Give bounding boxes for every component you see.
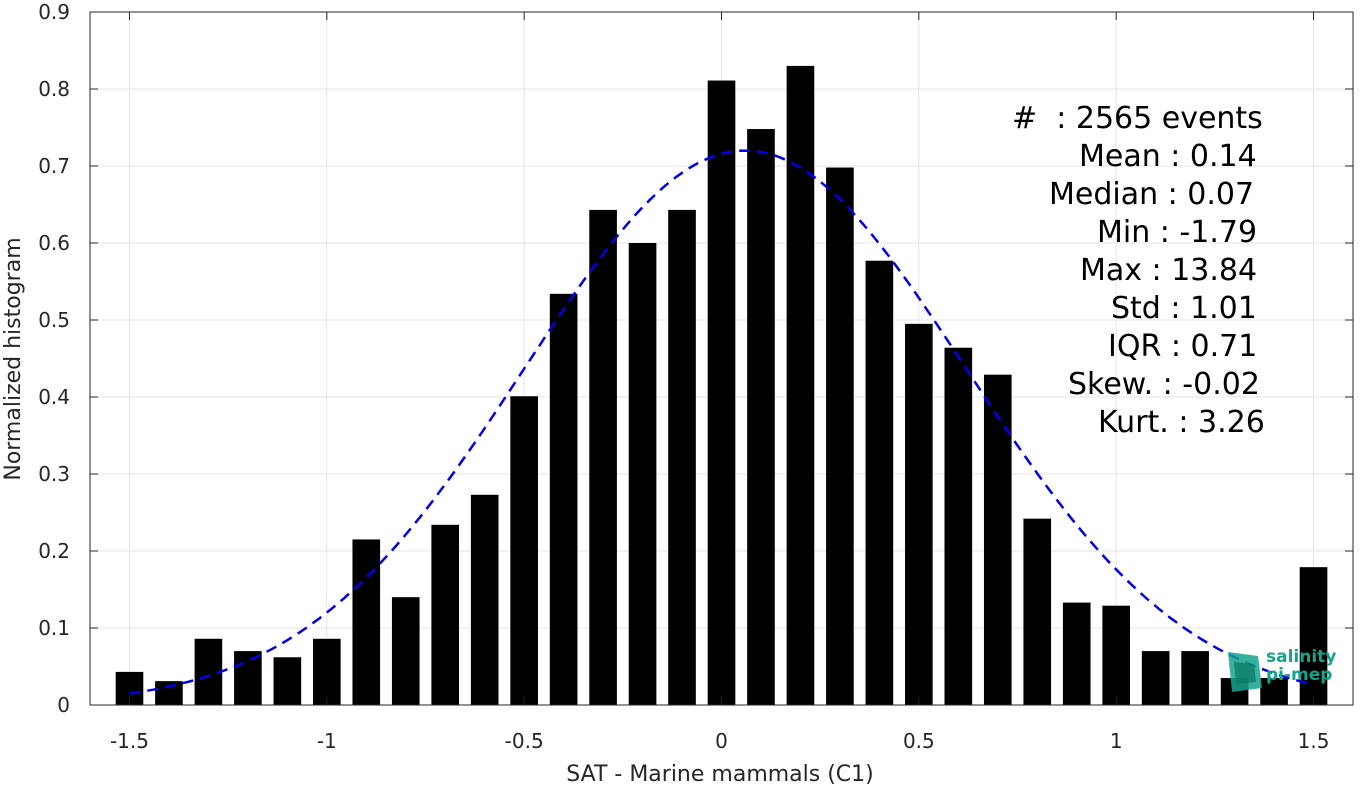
gaussian-fit-line: [129, 149, 1314, 695]
logo-line1: salinity: [1266, 647, 1337, 667]
stat-min: Min : -1.79: [1097, 215, 1258, 250]
y-tick-label: 0: [57, 693, 70, 717]
y-tick-label: 0.2: [38, 539, 70, 563]
histogram-bar: [273, 657, 302, 705]
y-tick-label: 0.3: [38, 462, 70, 486]
x-tick-label: 0: [715, 729, 728, 753]
histogram-bar: [470, 494, 499, 705]
histogram-bar: [786, 65, 815, 705]
x-tick-label: 0.5: [903, 729, 935, 753]
y-axis-label: Normalized histogram: [1, 237, 26, 480]
y-tick-label: 0.4: [38, 385, 70, 409]
bars: [115, 65, 1328, 706]
histogram-bar: [944, 347, 973, 705]
histogram-bar: [234, 651, 262, 705]
x-tick-label: -1.5: [110, 729, 149, 753]
histogram-bar: [905, 323, 933, 705]
x-tick-label: -0.5: [505, 729, 544, 753]
stat-median: Median : 0.07: [1049, 177, 1255, 212]
histogram-bar: [1102, 605, 1131, 705]
histogram-bar: [510, 396, 538, 705]
histogram-bar: [155, 681, 183, 705]
histogram-bar: [826, 167, 854, 706]
x-tick-label: -1: [317, 729, 337, 753]
histogram-bar: [312, 638, 341, 705]
histogram-bar: [628, 243, 657, 705]
y-tick-label: 0.8: [38, 77, 70, 101]
stat-mean: Mean : 0.14: [1079, 139, 1257, 174]
x-tick-labels: -1.5 -1 -0.5 0 0.5 1 1.5: [110, 12, 1329, 753]
logo-line2: pi-mep: [1266, 665, 1333, 685]
stat-count: # : 2565 events: [1012, 101, 1263, 136]
histogram-bar: [589, 209, 617, 705]
y-tick-label: 0.6: [38, 231, 70, 255]
histogram-bar: [1260, 678, 1288, 705]
histogram-bar: [668, 209, 696, 705]
histogram-bar: [352, 539, 381, 705]
histogram-bar: [1141, 651, 1170, 705]
stat-iqr: IQR : 0.71: [1108, 329, 1258, 364]
stat-skew: Skew. : -0.02: [1068, 367, 1260, 402]
x-tick-label: 1.5: [1298, 729, 1330, 753]
stat-std: Std : 1.01: [1111, 291, 1257, 326]
salinity-pimep-logo: salinity pi-mep: [1224, 646, 1354, 696]
histogram-bar: [549, 293, 578, 705]
histogram-bar: [1062, 602, 1091, 705]
histogram-bar: [431, 524, 460, 705]
histogram-bar: [707, 80, 736, 705]
histogram-bar: [1181, 651, 1209, 705]
y-tick-label: 0.1: [38, 616, 70, 640]
y-tick-labels: 0 0.1 0.2 0.3 0.4 0.5 0.6 0.7 0.8 0.9: [38, 0, 1353, 717]
histogram-bar: [391, 597, 420, 705]
statistics-box: # : 2565 events Mean : 0.14 Median : 0.0…: [990, 100, 1290, 442]
logo-wordmark: salinity pi-mep: [1266, 648, 1336, 684]
x-axis-label: SAT - Marine mammals (C1): [566, 762, 874, 785]
histogram-bar: [1023, 518, 1052, 705]
logo-icon: [1228, 652, 1262, 692]
y-tick-label: 0.9: [38, 0, 70, 24]
histogram-bar: [865, 260, 894, 705]
y-tick-label: 0.7: [38, 154, 70, 178]
y-tick-label: 0.5: [38, 308, 70, 332]
stat-kurt: Kurt. : 3.26: [1098, 405, 1265, 440]
histogram-bar: [747, 129, 775, 706]
x-tick-label: 1: [1110, 729, 1123, 753]
stat-max: Max : 13.84: [1080, 253, 1258, 288]
